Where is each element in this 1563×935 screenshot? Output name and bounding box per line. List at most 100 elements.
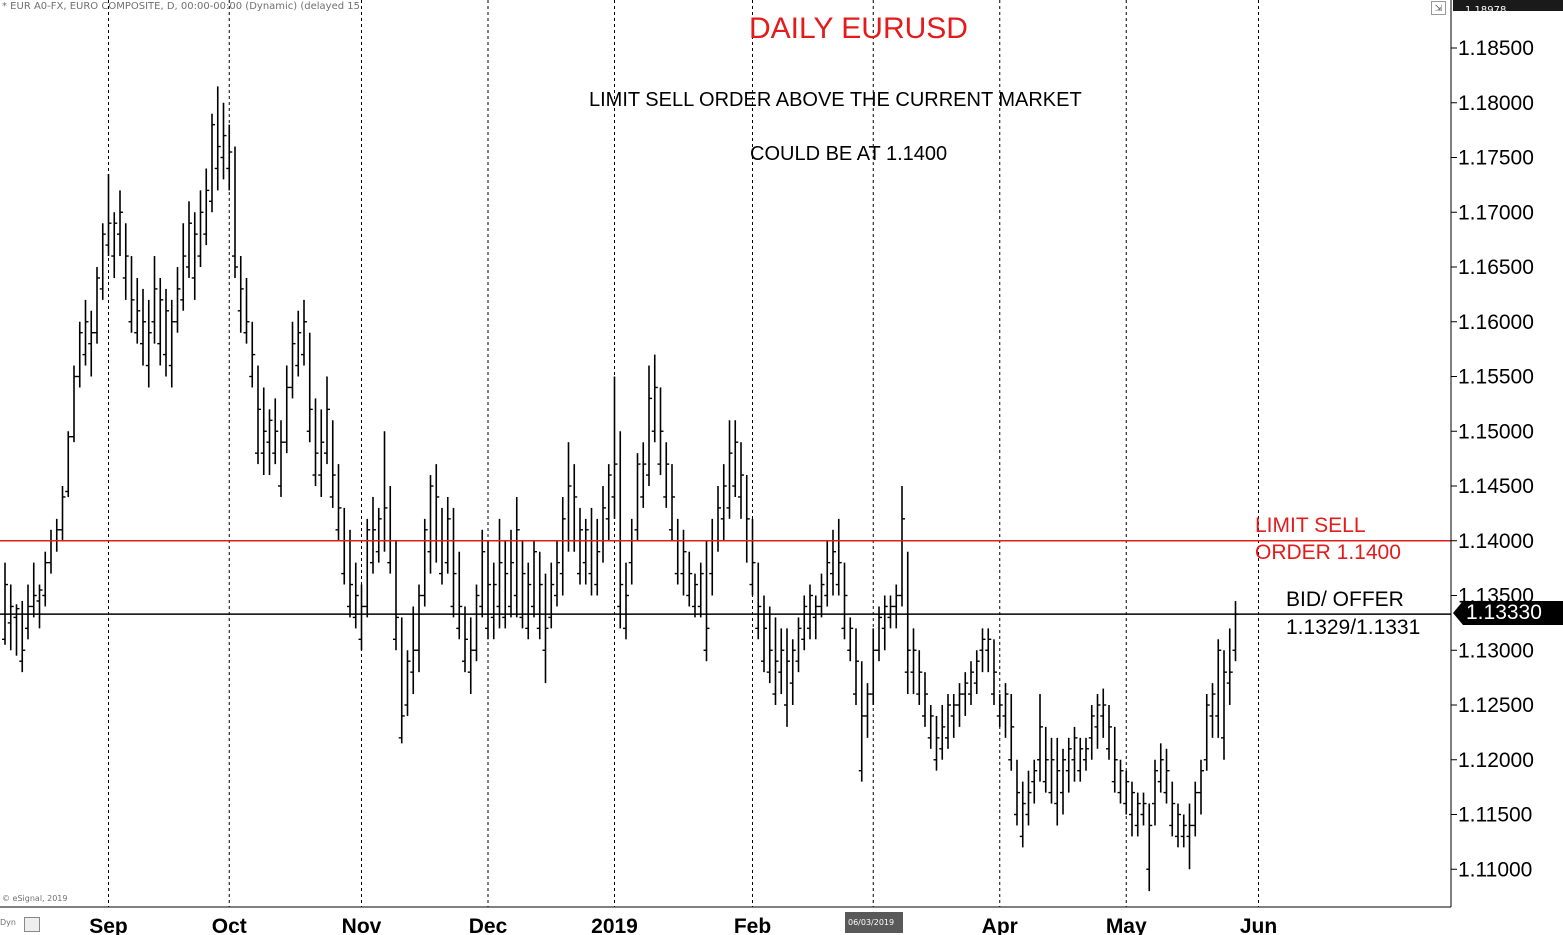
bid-offer-label-line-2: 1.1329/1.1331 [1286,616,1421,639]
ohlc-bar [1014,759,1020,826]
ohlc-bar [1060,748,1066,815]
ohlc-bar [807,584,813,640]
ohlc-bar [329,420,336,508]
ohlc-bar [761,595,767,673]
y-tick-label: 1.12500 [1458,694,1534,717]
x-tick-label: Dec [469,915,508,935]
ohlc-bar [65,431,72,497]
ohlc-bar [732,420,739,497]
ohlc-bar [174,267,181,333]
ohlc-bar [531,540,537,618]
ohlc-bar [755,562,762,640]
ohlc-bar [513,496,520,618]
ohlc-bar [375,507,382,563]
ohlc-bar [111,212,118,278]
ohlc-bar [180,223,187,311]
ohlc-bar [260,387,267,476]
ohlc-bar [841,562,848,640]
ohlc-bar [1163,748,1170,804]
ohlc-bar [657,387,664,476]
x-tick-label: Feb [734,915,771,935]
ohlc-bar [858,661,865,782]
ohlc-bar [1232,600,1239,662]
ohlc-bar [42,551,49,607]
ohlc-bar [525,562,532,640]
ohlc-bar [99,223,106,300]
ohlc-bar [1209,683,1216,738]
ohlc-bar [347,529,353,618]
ohlc-bar [1042,726,1049,793]
ohlc-bar [864,683,871,738]
ohlc-bar [370,496,376,574]
ohlc-bar [548,562,555,629]
ohlc-bar [582,518,589,585]
ohlc-bar [571,464,578,552]
ohlc-bar [226,124,233,191]
ohlc-bar [214,86,221,191]
toolbar-toggle-icon[interactable] [24,917,40,932]
ohlc-bar [979,628,986,673]
ohlc-bar [1215,639,1222,738]
ohlc-bar [720,464,727,541]
ohlc-bar [1157,743,1164,793]
panel-menu-icon[interactable]: ⇲ [1431,1,1446,15]
ohlc-bar [738,442,744,519]
y-tick-label: 1.11000 [1458,858,1532,881]
ohlc-bar [71,365,77,443]
ohlc-bar [1008,694,1015,771]
ohlc-bar [427,475,434,574]
ohlc-bar [1065,737,1072,793]
ohlc-bar [13,604,20,656]
ohlc-bar [588,507,595,596]
price-axis-ticks: 1.18500 1.18000 1.17500 1.17000 1.16500 1.160… [1451,37,1534,881]
y-tick-label: 1.11500 [1458,804,1532,827]
y-tick-label: 1.14000 [1458,530,1534,553]
ohlc-bar [1169,781,1176,837]
ohlc-bar [197,190,204,267]
ohlc-bar [295,310,302,377]
x-tick-label: May [1106,915,1147,935]
ohlc-bar [352,562,359,629]
ohlc-bar [1186,803,1193,870]
ohlc-bar [651,354,658,443]
ohlc-bar [243,277,250,344]
ohlc-bar [335,464,342,541]
ohlc-bar [416,584,422,673]
ohlc-bar [168,299,175,388]
ohlc-bar [1192,781,1199,837]
ohlc-bar [490,562,497,640]
ohlc-bar [617,431,624,629]
ohlc-bar [186,201,192,278]
ohlc-bar [870,628,877,705]
ohlc-bar [899,486,905,607]
ohlc-bar [830,529,836,596]
ohlc-bar [1025,770,1032,826]
ohlc-bar [1037,694,1043,782]
limit-sell-label-line-1: LIMIT SELL [1255,514,1366,537]
ohlc-bar [669,464,675,541]
ohlc-bar [7,584,14,651]
ohlc-bar [1094,694,1101,749]
annotation-line-1: LIMIT SELL ORDER ABOVE THE CURRENT MARKE… [589,89,1082,111]
ohlc-bar [697,562,704,618]
ohlc-bar [439,507,445,585]
ohlc-bar [462,606,468,673]
ohlc-bar [1152,759,1158,826]
ohlc-bar [1198,759,1204,815]
last-price-tag [1453,601,1563,625]
ohlc-bar [933,715,940,771]
ohlc-bar [1117,759,1124,804]
ohlc-bar [674,518,681,585]
ohlc-bar [1048,737,1055,804]
ohlc-bar [249,321,256,388]
dyn-label: Dyn [0,918,16,927]
ohlc-bar [847,617,854,662]
ohlc-bar [496,518,503,629]
ohlc-bar [94,267,100,344]
ohlc-bar [485,540,491,640]
ohlc-bar [393,540,399,651]
ohlc-bar [996,694,1003,727]
ohlc-bar [628,518,635,585]
ohlc-bar [157,277,164,366]
